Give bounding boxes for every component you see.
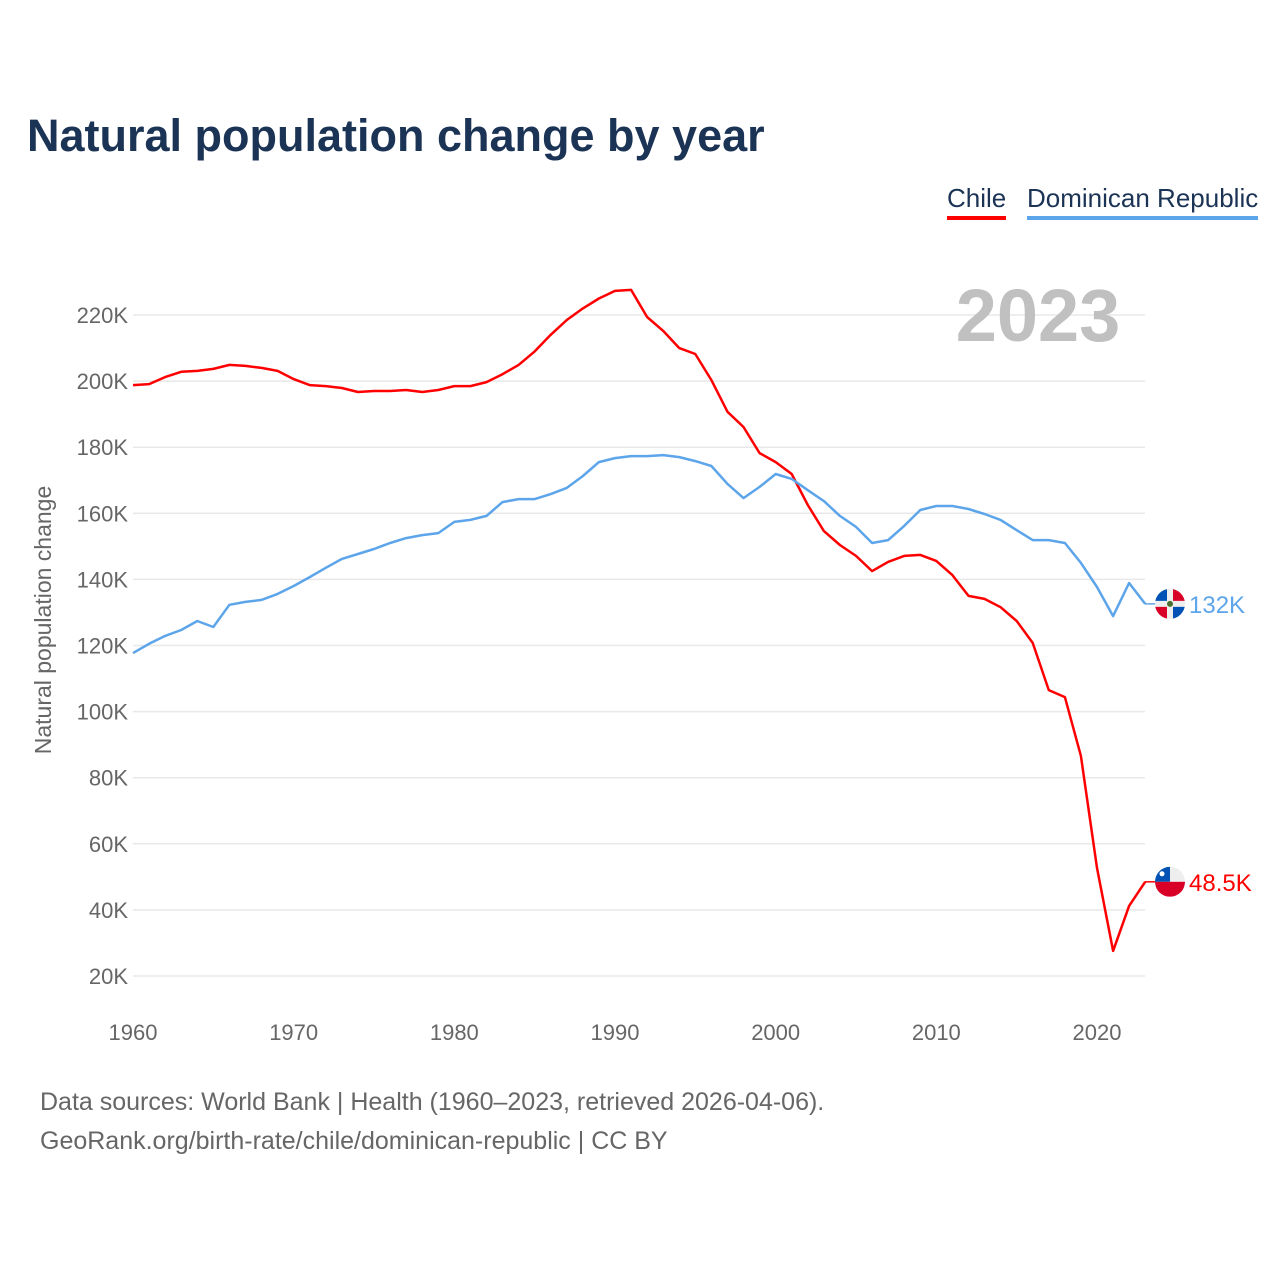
dominican-republic-flag-icon bbox=[1155, 588, 1185, 619]
end-value-label: 132K bbox=[1189, 592, 1245, 619]
series-line-dominican-republic bbox=[132, 453, 1147, 655]
x-tick-label: 1960 bbox=[109, 1020, 158, 1045]
legend-item-chile[interactable]: Chile bbox=[947, 183, 1007, 220]
chart-title: Natural population change by year bbox=[27, 110, 765, 161]
y-tick-label: 160K bbox=[77, 501, 129, 526]
y-tick-label: 180K bbox=[77, 435, 129, 460]
x-tick-label: 1970 bbox=[269, 1020, 318, 1045]
y-tick-label: 20K bbox=[89, 964, 128, 989]
x-tick-label: 1990 bbox=[591, 1020, 640, 1045]
y-tick-label: 100K bbox=[77, 700, 129, 725]
y-tick-label: 40K bbox=[89, 898, 128, 923]
y-tick-label: 60K bbox=[89, 832, 128, 857]
y-tick-label: 200K bbox=[77, 369, 129, 394]
x-tick-label: 2000 bbox=[751, 1020, 800, 1045]
y-tick-label: 120K bbox=[77, 634, 129, 659]
x-tick-label: 1980 bbox=[430, 1020, 479, 1045]
series-line-chile bbox=[132, 288, 1147, 953]
y-tick-label: 140K bbox=[77, 567, 129, 592]
chile-flag-icon bbox=[1155, 866, 1185, 897]
x-tick-label: 2020 bbox=[1073, 1020, 1122, 1045]
y-tick-label: 220K bbox=[77, 303, 129, 328]
end-value-label: 48.5K bbox=[1189, 870, 1252, 897]
x-tick-label: 2010 bbox=[912, 1020, 961, 1045]
footer-sources: Data sources: World Bank | Health (1960–… bbox=[40, 1088, 825, 1116]
y-tick-label: 80K bbox=[89, 766, 128, 791]
y-axis-label: Natural population change bbox=[30, 486, 56, 755]
footer-attribution[interactable]: GeoRank.org/birth-rate/chile/dominican-r… bbox=[40, 1127, 668, 1155]
year-badge: 2023 bbox=[956, 274, 1121, 357]
legend-item-dominican-republic[interactable]: Dominican Republic bbox=[1027, 183, 1259, 220]
